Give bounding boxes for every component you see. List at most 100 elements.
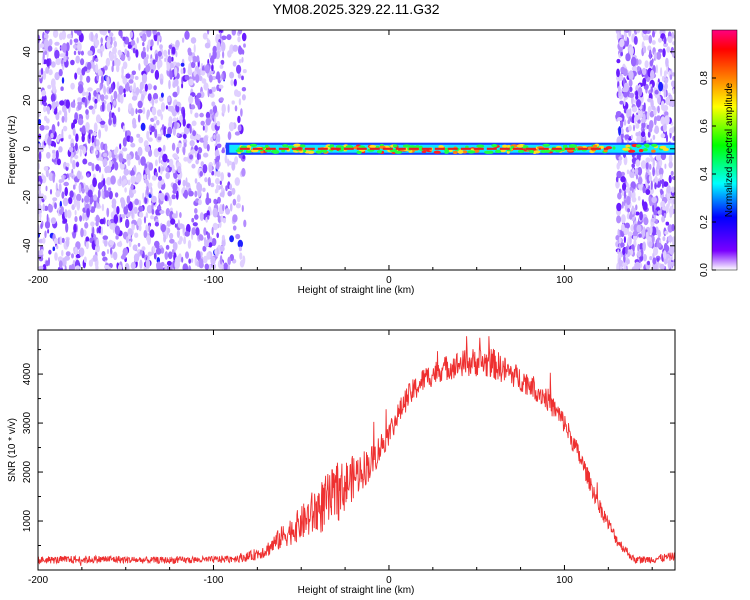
- spectrogram-noise-cell: [171, 164, 175, 171]
- spectrogram-noise-cell: [206, 144, 210, 152]
- colorbar-tick-label: 0.0: [699, 263, 710, 277]
- spectrogram-signal-cell: [421, 149, 427, 153]
- spectrogram-noise-cell: [109, 160, 113, 168]
- spectrogram-noise-cell: [104, 143, 108, 154]
- spectrogram-noise-cell: [99, 218, 105, 225]
- spectrogram-noise-cell: [237, 36, 241, 43]
- spectrogram-noise-cell: [97, 94, 101, 102]
- spectrogram-noise-cell: [165, 105, 168, 110]
- spectrogram-noise-cell: [65, 42, 70, 52]
- spectrogram-noise-cell: [194, 178, 198, 184]
- spectrogram-noise-cell: [172, 117, 178, 123]
- spectrogram-noise-cell: [146, 111, 149, 120]
- spectrogram-noise-cell: [69, 190, 74, 198]
- spectrogram-noise-cell: [181, 256, 184, 263]
- spectrogram-noise-cell: [92, 177, 97, 188]
- spectrogram-noise-cell: [61, 174, 65, 183]
- spectrogram-noise-cell: [103, 239, 108, 247]
- spectrogram-noise-cell: [86, 173, 90, 178]
- spectrogram-noise-cell: [151, 195, 157, 203]
- spectrogram-noise-cell: [95, 150, 98, 156]
- spectrogram-noise-cell: [74, 30, 79, 34]
- spectrogram-noise-cell: [54, 49, 60, 60]
- spectrogram-noise-cell: [65, 251, 71, 257]
- spectrogram-noise-cell: [217, 50, 220, 55]
- spectrogram-noise-cell: [73, 184, 76, 190]
- spectrogram-noise-cell: [650, 218, 656, 223]
- spectrogram-noise-cell: [218, 30, 223, 34]
- spectrogram-noise-cell: [191, 227, 196, 236]
- spectrogram-noise-cell: [237, 124, 242, 132]
- spectrogram-noise-cell: [92, 226, 95, 236]
- spectrogram-noise-cell: [130, 39, 136, 46]
- spectrogram-noise-cell: [43, 105, 47, 113]
- spectrogram-noise-cell: [665, 221, 670, 226]
- spectrogram-noise-cell: [206, 37, 209, 43]
- spectrogram-noise-cell: [175, 190, 179, 200]
- spectrogram-noise-cell: [81, 188, 85, 194]
- spectrogram-signal-cell: [628, 149, 636, 153]
- spectrogram-noise-cell: [207, 215, 210, 220]
- spectrogram-noise-cell: [166, 96, 171, 103]
- spectrogram-noise-cell: [171, 213, 178, 219]
- spectrogram-noise-cell: [137, 100, 143, 109]
- spectrogram-noise-cell: [130, 261, 136, 270]
- spectrogram-noise-cell: [150, 39, 154, 48]
- spectrogram-noise-cell: [85, 121, 90, 131]
- spectrogram-noise-cell: [180, 68, 184, 75]
- spectrogram-signal-cell: [659, 145, 667, 149]
- spectrogram-noise-cell: [629, 186, 632, 191]
- spectrogram-signal-cell: [651, 143, 658, 147]
- spectrogram-noise-cell: [224, 154, 228, 164]
- spectrogram-noise-cell: [202, 125, 205, 131]
- spectrogram-noise-cell: [149, 229, 155, 238]
- spectrogram-noise-cell: [100, 94, 105, 102]
- spectrogram-noise-cell: [179, 114, 183, 123]
- spectrogram-noise-cell: [659, 159, 663, 167]
- spectrogram-noise-cell: [58, 146, 63, 153]
- spectrogram-noise-cell: [117, 264, 122, 270]
- spectrogram-noise-cell: [95, 58, 99, 62]
- spectrogram-noise-cell: [191, 217, 195, 223]
- spectrogram-noise-cell: [171, 194, 176, 200]
- spectrogram-noise-cell: [135, 86, 140, 96]
- spectrogram-noise-cell: [64, 114, 68, 123]
- spectrogram-noise-cell: [222, 51, 225, 59]
- spectrogram-noise-cell: [145, 212, 148, 219]
- spectrogram-noise-cell: [192, 130, 197, 137]
- spectrogram-noise-cell: [199, 212, 204, 222]
- spectrogram-noise-cell: [142, 42, 145, 47]
- spectrogram-noise-cell: [146, 83, 153, 90]
- spectrogram-noise-cell: [121, 147, 128, 152]
- spectrogram-noise-cell: [231, 161, 236, 171]
- spectrogram-noise-cell: [135, 151, 138, 158]
- spectrogram-signal-cell: [651, 149, 656, 153]
- spectrogram-noise-cell: [227, 264, 230, 270]
- spectrogram-frame: [37, 29, 676, 271]
- spectrogram-noise-cell: [211, 226, 214, 236]
- spectrogram-noise-cell: [640, 160, 647, 169]
- spectrogram-noise-cell: [652, 158, 655, 168]
- spectrogram-noise-cell: [658, 167, 664, 176]
- spectrogram-noise-cell: [649, 60, 654, 67]
- spectrogram-noise-cell: [618, 126, 622, 136]
- spectrogram-noise-cell: [225, 208, 231, 215]
- spectrogram-signal-cell: [392, 144, 398, 148]
- spectrogram-noise-cell: [221, 72, 224, 79]
- spectrogram-noise-cell: [192, 55, 197, 63]
- spectrogram-noise-cell: [46, 30, 50, 35]
- spectrogram-noise-cell: [119, 94, 124, 104]
- spectrogram-noise-cell: [642, 241, 646, 251]
- spectrogram-noise-cell: [71, 253, 74, 259]
- spectrogram-noise-cell: [131, 95, 138, 101]
- spectrogram-noise-cell: [663, 42, 668, 48]
- spectrogram-noise-cell: [625, 254, 628, 261]
- spectrogram-noise-cell: [115, 235, 119, 240]
- spectrogram-noise-cell: [72, 231, 77, 239]
- spectrogram-noise-cell: [102, 177, 106, 187]
- spectrogram-noise-cell: [208, 198, 212, 204]
- snr-x-label: Height of straight line (km): [298, 585, 415, 596]
- spectrogram-noise-cell: [228, 121, 235, 132]
- spectrogram-noise-cell: [635, 95, 639, 100]
- spectrogram-noise-cell: [61, 249, 64, 257]
